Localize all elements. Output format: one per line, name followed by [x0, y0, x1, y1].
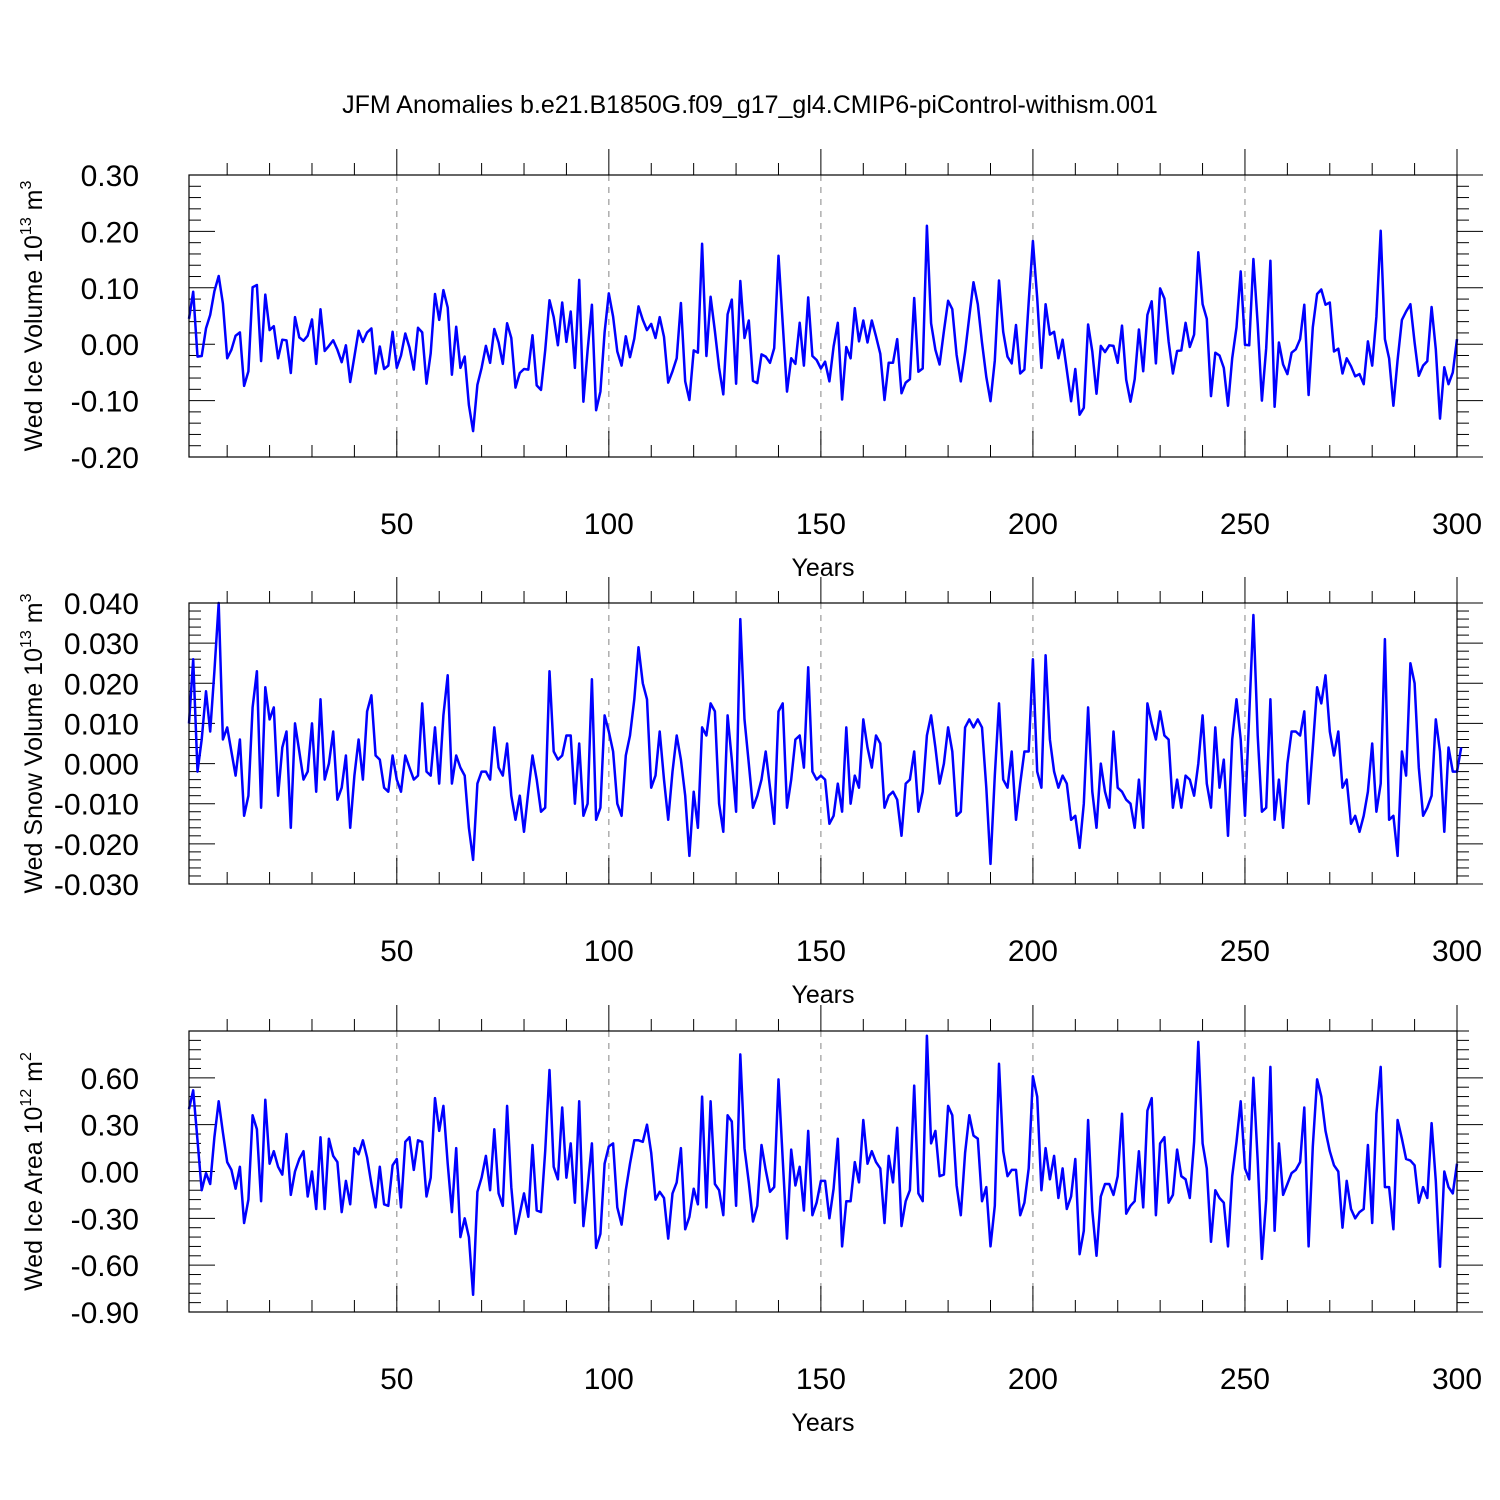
y-axis-label: Wed Ice Volume 1013 m3: [18, 180, 48, 451]
series-line: [187, 1034, 1459, 1297]
x-tick-label: 50: [380, 508, 413, 541]
x-tick-label: 250: [1220, 935, 1270, 968]
y-tick-label: 0.30: [81, 160, 139, 193]
x-tick-label: 50: [380, 1363, 413, 1396]
y-tick-label: 0.010: [64, 708, 139, 741]
x-tick-label: 100: [584, 508, 634, 541]
plot-frame: [188, 174, 1458, 458]
y-tick-label: 0.030: [64, 628, 139, 661]
y-tick-label: -0.020: [54, 829, 139, 862]
y-tick-label: 0.00: [81, 1157, 139, 1190]
x-tick-label: 150: [796, 508, 846, 541]
y-tick-label: -0.10: [71, 386, 139, 419]
y-tick-label: -0.60: [71, 1250, 139, 1283]
chart-panel-3: 50 100 150 200 250 300 -0.90 -0.60 -0.30 0.00 0.30…: [18, 1005, 1483, 1437]
y-tick-label: -0.010: [54, 789, 139, 822]
y-tick-label: -0.30: [71, 1203, 139, 1236]
x-tick-label: 300: [1432, 935, 1482, 968]
y-tick-label: -0.030: [54, 869, 139, 902]
chart-panel-2: 50 100 150 200 250 300 -0.030 -0.020 -0.010 0.000…: [18, 577, 1483, 1009]
series-line: [187, 224, 1459, 433]
x-axis-label: Years: [791, 1409, 854, 1437]
y-tick-label: 0.20: [81, 216, 139, 249]
y-tick-label: 0.020: [64, 668, 139, 701]
y-tick-label: 0.040: [64, 588, 139, 621]
y-axis-label: Wed Snow Volume 1013 m3: [18, 593, 48, 893]
chart-panel-1: 50 100 150 200 250 300 -0.20 -0.10 0.00 0.10 0.20 0…: [18, 149, 1483, 582]
y-tick-label: 0.00: [81, 329, 139, 362]
x-axis-label: Years: [791, 554, 854, 582]
x-tick-label: 200: [1008, 508, 1058, 541]
y-tick-label: 0.30: [81, 1110, 139, 1143]
y-tick-label: 0.60: [81, 1063, 139, 1096]
plot-frame: [188, 602, 1458, 885]
series-line: [187, 601, 1463, 866]
x-tick-label: 50: [380, 935, 413, 968]
x-tick-label: 200: [1008, 935, 1058, 968]
x-tick-label: 300: [1432, 508, 1482, 541]
y-tick-label: 0.000: [64, 749, 139, 782]
y-tick-label: 0.10: [81, 273, 139, 306]
x-tick-label: 150: [796, 1363, 846, 1396]
x-tick-label: 200: [1008, 1363, 1058, 1396]
x-tick-label: 250: [1220, 508, 1270, 541]
y-tick-label: -0.90: [71, 1297, 139, 1330]
plot-frame: [188, 1030, 1458, 1313]
x-tick-label: 250: [1220, 1363, 1270, 1396]
x-tick-label: 100: [584, 935, 634, 968]
y-axis-label: Wed Ice Area 1012 m2: [18, 1052, 48, 1291]
y-tick-label: -0.20: [71, 442, 139, 475]
x-tick-label: 100: [584, 1363, 634, 1396]
x-tick-label: 300: [1432, 1363, 1482, 1396]
x-axis-label: Years: [791, 981, 854, 1009]
figure-title: JFM Anomalies b.e21.B1850G.f09_g17_gl4.C…: [342, 91, 1158, 119]
x-tick-label: 150: [796, 935, 846, 968]
